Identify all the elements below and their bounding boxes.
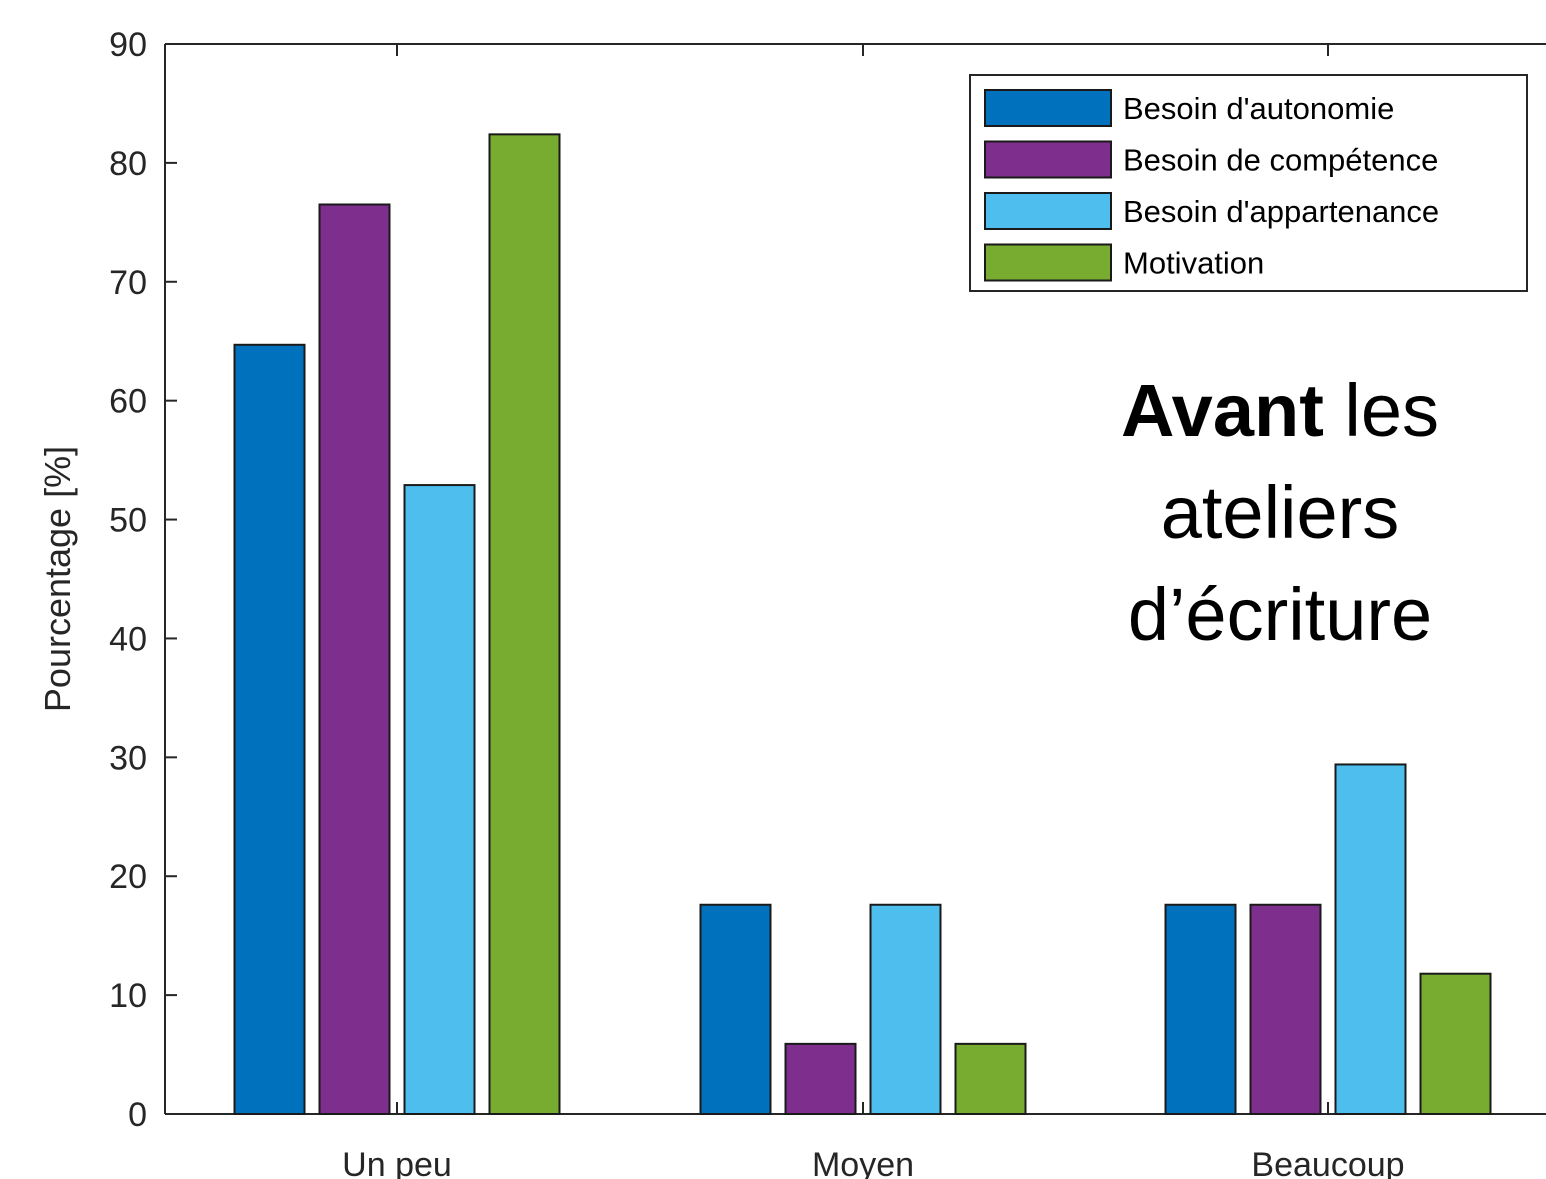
annotation-line2: ateliers — [1160, 471, 1400, 554]
legend-swatch — [984, 89, 1112, 127]
bar-1-0 — [699, 903, 772, 1115]
chart-annotation: Avant les ateliers d’écriture — [1055, 360, 1505, 666]
legend: Besoin d'autonomie Besoin de compétence Be… — [969, 74, 1528, 292]
bar-1-1 — [784, 1042, 857, 1116]
x-tick-label: Un peu — [342, 1146, 452, 1179]
legend-swatch — [984, 243, 1112, 282]
annotation-line1-rest: les — [1323, 369, 1439, 452]
y-tick-label: 90 — [109, 26, 147, 64]
bar-2-1 — [1249, 903, 1322, 1115]
legend-swatch — [984, 140, 1112, 179]
y-tick-label: 50 — [109, 502, 147, 540]
y-tick-label: 70 — [109, 264, 147, 302]
bar-0-3 — [488, 133, 561, 1116]
bar-0-2 — [403, 484, 476, 1116]
bar-2-2 — [1334, 763, 1407, 1115]
legend-label: Besoin de compétence — [1123, 143, 1438, 178]
bar-0-1 — [318, 203, 391, 1115]
bar-2-0 — [1164, 903, 1237, 1115]
y-axis-label: Pourcentage [%] — [37, 446, 78, 712]
x-ticks: Un peu Moyen Beaucoup — [342, 44, 1405, 1179]
y-tick-label: 80 — [109, 145, 147, 183]
y-tick-label: 20 — [109, 858, 147, 896]
bar-0-0 — [233, 343, 306, 1115]
x-tick-label: Moyen — [812, 1146, 914, 1179]
annotation-line3: d’écriture — [1127, 573, 1433, 656]
bar-1-3 — [954, 1042, 1027, 1116]
y-tick-label: 10 — [109, 977, 147, 1015]
bars — [233, 133, 1492, 1116]
y-tick-label: 40 — [109, 620, 147, 658]
annotation-bold: Avant — [1120, 369, 1324, 452]
y-tick-label: 30 — [109, 739, 147, 777]
legend-label: Motivation — [1123, 246, 1264, 281]
legend-swatch — [984, 192, 1112, 230]
x-tick-label: Beaucoup — [1251, 1146, 1404, 1179]
legend-label: Besoin d'autonomie — [1123, 91, 1394, 126]
bar-1-2 — [869, 903, 942, 1115]
legend-label: Besoin d'appartenance — [1123, 194, 1439, 229]
y-tick-label: 0 — [128, 1096, 147, 1134]
y-ticks: 0 10 20 30 40 50 60 70 80 90 — [109, 26, 177, 1134]
y-tick-label: 60 — [109, 383, 147, 421]
bar-2-3 — [1419, 972, 1492, 1116]
